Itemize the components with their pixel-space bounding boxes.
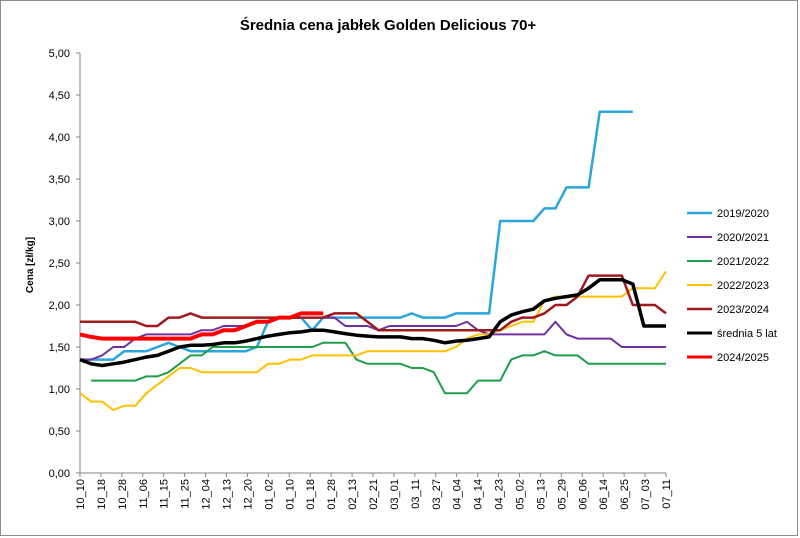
x-tick-label: 12_04 xyxy=(201,479,213,510)
x-tick-label: 11_25 xyxy=(180,479,192,509)
axes: 0,00 0,50 1,00 1,50 2,00 2,50 3,00 3,50 4,00 4,50… xyxy=(49,48,673,510)
legend-label: 2020/2021 xyxy=(717,232,769,244)
series-line-5 xyxy=(79,278,666,368)
legend-label: 2022/2023 xyxy=(717,280,769,292)
y-tick-label: 3,00 xyxy=(49,216,70,228)
x-tick-label: 07_11 xyxy=(661,479,673,509)
x-tick-label: 02_13 xyxy=(347,479,359,510)
x-tick-label: 01_18 xyxy=(305,479,317,510)
x-tick-label: 03_01 xyxy=(389,479,401,510)
x-tick-label: 03_27 xyxy=(431,479,443,510)
series-line-6 xyxy=(79,311,324,341)
y-tick-label: 0,50 xyxy=(49,426,70,438)
x-tick-label: 01_02 xyxy=(263,479,275,510)
series-line-3 xyxy=(79,270,667,411)
x-tick-label: 06_14 xyxy=(598,479,610,510)
x-tick-label: 05_02 xyxy=(515,479,527,510)
x-tick-label: 06_25 xyxy=(619,479,631,510)
chart-title: Średnia cena jabłek Golden Delicious 70+ xyxy=(240,16,537,34)
x-tick-label: 05_13 xyxy=(535,479,547,510)
y-axis-label: Cena [zł/kg] xyxy=(25,237,36,293)
x-tick-label: 12_13 xyxy=(222,479,234,510)
y-tick-label: 2,00 xyxy=(49,300,70,312)
y-tick-label: 1,50 xyxy=(49,342,70,354)
x-tick-label: 04_04 xyxy=(452,479,464,510)
series-line-0 xyxy=(80,110,633,361)
x-tick-label: 01_28 xyxy=(326,479,338,510)
y-tick-label: 3,50 xyxy=(49,174,70,186)
y-tick-label: 1,00 xyxy=(49,384,70,396)
x-tick-label: 02_21 xyxy=(368,479,380,510)
legend-label: 2024/2025 xyxy=(717,352,769,364)
x-tick-label: 07_03 xyxy=(640,479,652,510)
x-tick-label: 05_29 xyxy=(556,479,568,510)
y-tick-label: 4,00 xyxy=(49,132,70,144)
legend-label: średnia 5 lat xyxy=(717,328,777,340)
x-tick-label: 10_10 xyxy=(75,479,87,510)
legend-label: 2021/2022 xyxy=(717,256,769,268)
x-tick-label: 03_11 xyxy=(410,479,422,509)
x-tick-label: 11_15 xyxy=(159,479,171,509)
legend-label: 2019/2020 xyxy=(717,208,769,220)
x-tick-label: 12_20 xyxy=(242,479,254,510)
series-line-4 xyxy=(80,274,667,332)
series-layer xyxy=(79,110,667,411)
x-tick-label: 06_06 xyxy=(577,479,589,510)
x-tick-label: 01_10 xyxy=(284,479,296,510)
x-tick-label: 10_18 xyxy=(96,479,108,510)
x-tick-label: 11_06 xyxy=(138,479,150,509)
legend: 2019/2020 2020/2021 2021/2022 2022/2023 2023… xyxy=(687,208,777,364)
x-tick-label: 10_28 xyxy=(117,479,129,510)
y-tick-label: 0,00 xyxy=(49,468,70,480)
y-tick-label: 2,50 xyxy=(49,258,70,270)
legend-label: 2023/2024 xyxy=(717,304,769,316)
x-tick-label: 04_23 xyxy=(494,479,506,510)
x-tick-label: 04_14 xyxy=(473,479,485,510)
series-line-2 xyxy=(91,341,666,395)
y-tick-label: 5,00 xyxy=(49,48,70,60)
y-tick-label: 4,50 xyxy=(49,90,70,102)
series-line-1 xyxy=(80,316,666,361)
